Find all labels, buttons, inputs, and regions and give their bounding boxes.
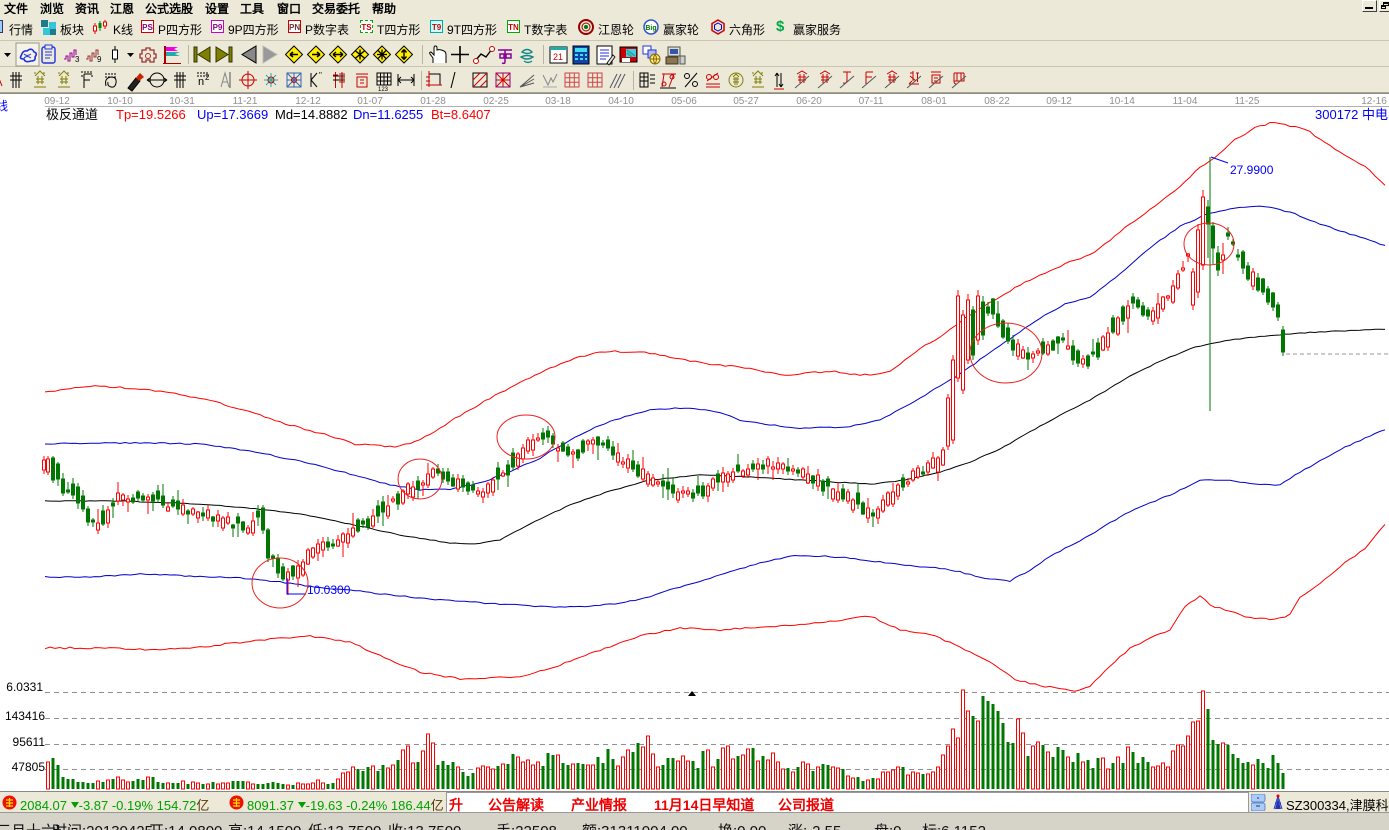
- svg-text:08-01: 08-01: [921, 96, 947, 107]
- svg-text:01-07: 01-07: [357, 96, 383, 107]
- svg-text:03-18: 03-18: [545, 96, 571, 107]
- svg-text:27.9900: 27.9900: [1230, 163, 1274, 177]
- svg-text:47805: 47805: [12, 760, 46, 774]
- svg-text:10.0300: 10.0300: [307, 583, 351, 597]
- svg-text:11-25: 11-25: [1235, 96, 1260, 107]
- svg-text:07-11: 07-11: [859, 96, 884, 107]
- svg-text:Md=14.8882: Md=14.8882: [275, 107, 348, 122]
- svg-text:6.0331: 6.0331: [6, 680, 43, 694]
- svg-text:08-22: 08-22: [984, 96, 1010, 107]
- svg-text:Up=17.3669: Up=17.3669: [197, 107, 268, 122]
- svg-text:10-10: 10-10: [107, 96, 133, 107]
- svg-text:05-27: 05-27: [733, 96, 759, 107]
- svg-text:Dn=11.6255: Dn=11.6255: [353, 107, 423, 122]
- svg-text:3: 3: [75, 55, 80, 64]
- svg-text:06-20: 06-20: [796, 96, 822, 107]
- svg-text:n: n: [198, 76, 204, 88]
- svg-text:11-21: 11-21: [233, 96, 258, 107]
- svg-text:02-25: 02-25: [483, 96, 509, 107]
- svg-text:12-12: 12-12: [295, 96, 321, 107]
- svg-text:04-10: 04-10: [608, 96, 634, 107]
- svg-text:12-16: 12-16: [1361, 96, 1387, 107]
- svg-text:2: 2: [205, 73, 210, 82]
- svg-text:9: 9: [97, 55, 102, 64]
- svg-text:143416: 143416: [5, 709, 45, 723]
- svg-text:Bt=8.6407: Bt=8.6407: [431, 107, 491, 122]
- svg-text:线: 线: [0, 99, 8, 113]
- svg-text:": ": [319, 71, 322, 80]
- svg-text:极反通道: 极反通道: [46, 107, 98, 122]
- svg-text:95611: 95611: [13, 735, 46, 749]
- svg-text:123: 123: [378, 87, 389, 93]
- svg-text:05-06: 05-06: [671, 96, 697, 107]
- svg-text:Big: Big: [645, 25, 656, 32]
- svg-text:01-28: 01-28: [420, 96, 446, 107]
- svg-text:11-04: 11-04: [1173, 96, 1198, 107]
- svg-text:300172 中电: 300172 中电: [1315, 107, 1388, 122]
- svg-text:10-31: 10-31: [169, 96, 195, 107]
- svg-text:09-12: 09-12: [1046, 96, 1072, 107]
- svg-text:21: 21: [553, 52, 563, 62]
- svg-text:Tp=19.5266: Tp=19.5266: [116, 107, 186, 122]
- svg-text:10-14: 10-14: [1109, 96, 1135, 107]
- svg-text:09-12: 09-12: [44, 96, 70, 107]
